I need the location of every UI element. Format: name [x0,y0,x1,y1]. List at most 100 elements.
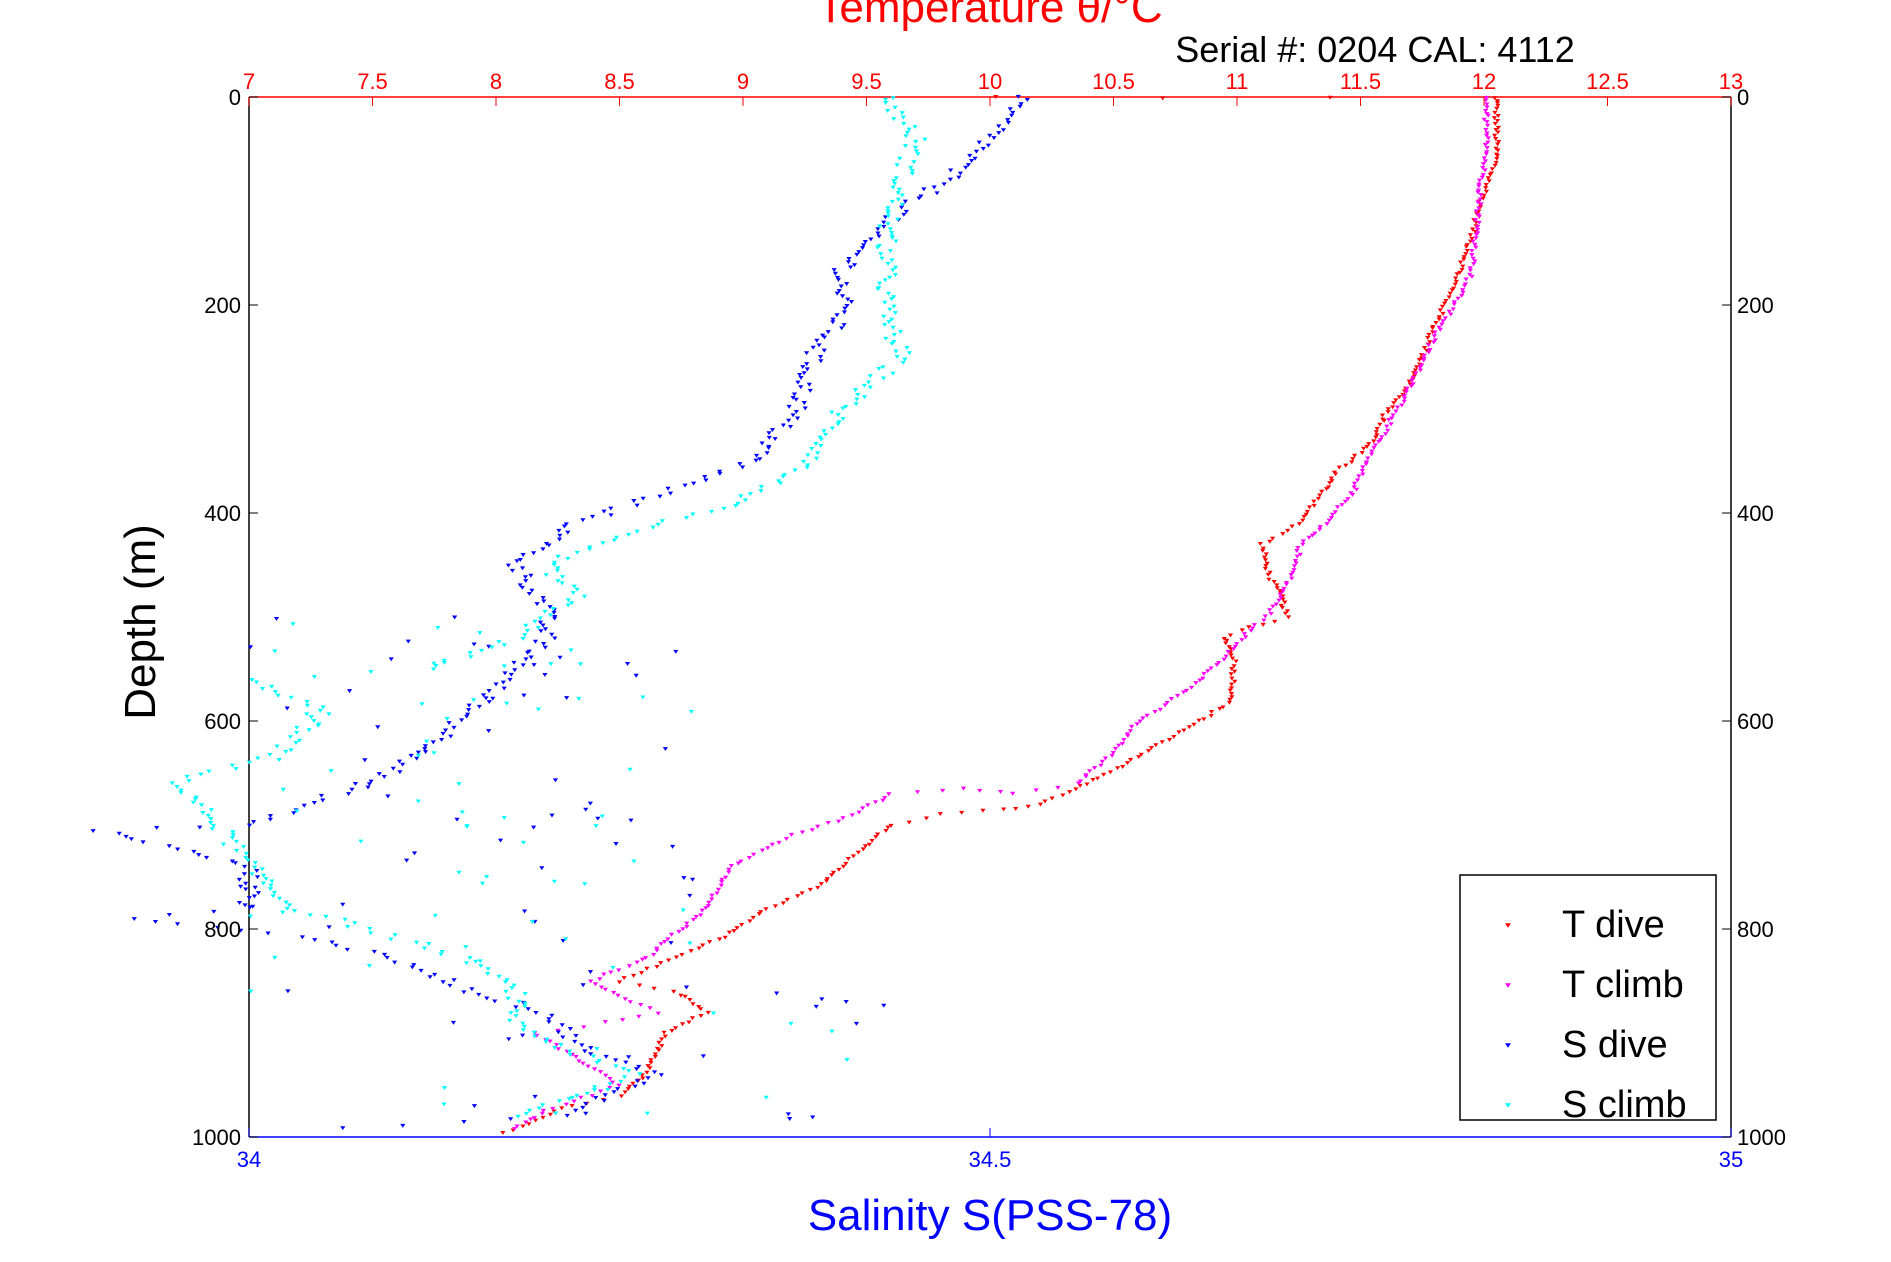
data-point [1267,570,1273,575]
data-point [628,818,634,823]
data-point [320,705,326,710]
data-point [1495,148,1501,153]
data-point [294,809,300,814]
data-point [1060,793,1066,798]
data-point [519,566,526,571]
data-point [1473,232,1479,237]
data-point [1410,375,1416,380]
data-point [1017,104,1023,109]
data-point [940,788,946,793]
data-point [630,1081,636,1086]
data-point [889,199,895,204]
data-point [868,237,874,242]
data-point [208,817,214,821]
data-point [679,952,685,957]
data-point [175,847,181,852]
data-point [552,616,558,621]
data-point [1248,628,1254,633]
data-point [1291,568,1297,573]
data-point [813,456,820,461]
data-point [899,193,905,198]
data-point [503,989,509,994]
data-point [698,1007,704,1012]
data-point [317,708,323,713]
data-point [520,840,527,845]
data-point [1306,505,1313,510]
data-point [904,346,910,350]
data-point [902,199,908,204]
data-point [140,840,146,845]
data-point [186,779,192,783]
data-point [1261,555,1268,560]
data-point [246,760,252,765]
data-point [209,827,215,831]
data-point [885,206,891,211]
data-point [250,904,256,909]
data-point [388,657,394,662]
data-point [799,830,806,835]
data-point [565,530,571,535]
data-point [650,952,657,957]
data-point [834,275,841,280]
data-point [633,673,639,678]
data-point [1483,109,1489,113]
data-point [243,881,249,886]
data-point [464,824,470,829]
data-point [659,1037,665,1042]
data-point [776,840,782,845]
data-point [1440,311,1446,316]
data-point [1463,277,1469,282]
data-point [485,972,491,976]
data-point [631,973,637,978]
data-point [887,227,894,232]
data-point [1227,633,1234,638]
data-point [1484,150,1490,155]
data-point [1345,497,1351,502]
data-point [320,798,326,803]
data-point [1485,123,1491,128]
data-point [534,602,540,607]
data-point [520,1028,527,1033]
data-point [427,975,433,980]
data-point [275,693,281,698]
data-point [814,338,820,343]
data-point [447,983,453,988]
data-point [647,1006,653,1011]
data-point [542,645,548,650]
data-point [1280,532,1286,536]
data-point [1452,282,1458,287]
data-point [501,643,507,648]
data-point [1388,422,1394,427]
data-point [1351,481,1358,486]
data-point [466,708,472,713]
data-point [1171,735,1177,739]
y-left-tick-label: 400 [204,501,241,526]
data-point [1136,755,1142,759]
data-point [392,933,398,938]
data-point [835,277,842,282]
data-point [1208,709,1215,714]
data-point [294,725,300,730]
data-point [885,825,891,830]
data-point [650,525,656,530]
data-point [306,728,312,733]
data-point [594,1047,600,1051]
data-point [1403,390,1409,395]
data-point [1263,564,1269,568]
data-point [1401,393,1408,398]
data-point [365,785,371,790]
data-point [290,622,296,627]
data-point [766,431,772,436]
data-point [1427,348,1433,352]
data-point [528,573,534,578]
data-point [563,1102,569,1107]
data-point [1332,510,1338,515]
data-point [1349,492,1356,497]
data-point [254,875,261,880]
data-point [626,1069,632,1074]
data-point [1193,681,1199,686]
data-point [496,974,502,979]
data-point [652,1052,659,1057]
data-point [918,194,924,199]
data-point [567,1052,573,1057]
